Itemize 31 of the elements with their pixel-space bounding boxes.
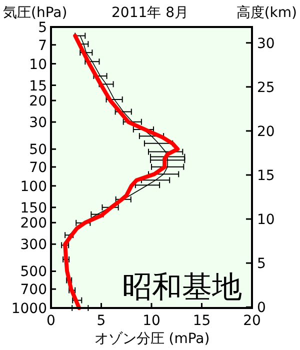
x-axis-title: オゾン分圧 (mPa)	[94, 331, 210, 347]
y-tick-label: 100	[20, 178, 47, 195]
x-tick-label: 0	[46, 313, 56, 329]
y2-axis-title: 高度(km)	[236, 5, 297, 21]
y-tick-label: 1000	[11, 301, 47, 317]
x-tick-label: 10	[142, 313, 160, 329]
y2-tick-label: 25	[257, 80, 275, 96]
y2-tick-label: 20	[257, 124, 275, 140]
y-tick-label: 70	[29, 160, 47, 176]
y-tick-label: 300	[20, 237, 47, 254]
y-tick-label: 50	[29, 142, 47, 158]
y-tick-label: 150	[20, 200, 47, 216]
y-tick-label: 15	[29, 78, 47, 94]
annotation: 昭和基地	[122, 270, 242, 305]
y-tick-label: 200	[20, 216, 47, 232]
y-tick-label: 20	[29, 94, 47, 110]
y-axis-title: 気圧(hPa)	[3, 5, 68, 21]
y-tick-label: 500	[20, 264, 47, 280]
chart-title: 2011年 8月	[112, 5, 188, 21]
y-tick-label: 10	[29, 56, 47, 73]
y2-tick-label: 30	[257, 36, 275, 52]
y2-tick-label: 10	[257, 212, 275, 228]
y-tick-label: 30	[29, 115, 47, 132]
y-tick-label: 5	[38, 20, 47, 36]
y2-tick-label: 5	[257, 256, 266, 272]
y2-tick-label: 15	[257, 168, 275, 184]
y-tick-label: 700	[20, 282, 47, 298]
x-tick-label: 15	[192, 313, 211, 329]
x-tick-label: 20	[243, 313, 261, 329]
x-tick-label: 5	[96, 313, 106, 329]
y-tick-label: 7	[38, 38, 47, 54]
